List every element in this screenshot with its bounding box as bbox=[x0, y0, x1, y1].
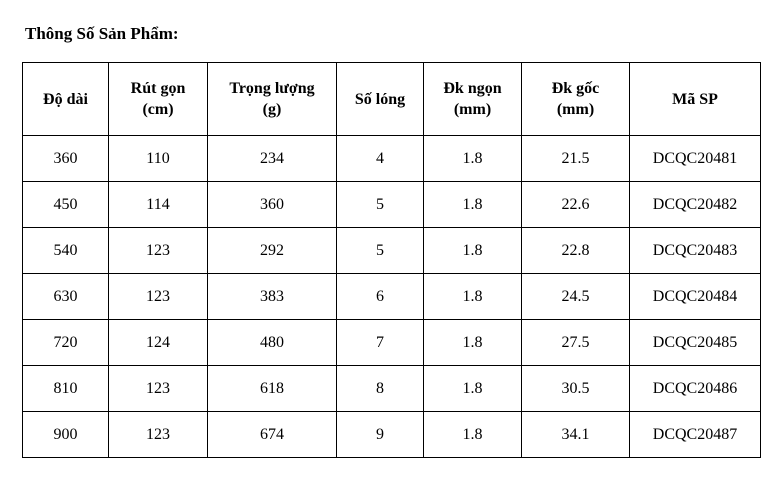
cell-collapsed-length: 110 bbox=[108, 135, 208, 182]
cell-collapsed-length: 123 bbox=[108, 227, 208, 274]
cell-length: 720 bbox=[22, 319, 109, 366]
cell-base-diameter: 30.5 bbox=[521, 365, 630, 412]
cell-base-diameter: 34.1 bbox=[521, 411, 630, 458]
cell-product-code: DCQC20485 bbox=[629, 319, 761, 366]
cell-product-code: DCQC20486 bbox=[629, 365, 761, 412]
table-row: 720 124 480 7 1.8 27.5 DCQC20485 bbox=[22, 319, 761, 366]
cell-base-diameter: 24.5 bbox=[521, 273, 630, 320]
cell-tip-diameter: 1.8 bbox=[423, 273, 522, 320]
cell-length: 540 bbox=[22, 227, 109, 274]
cell-product-code: DCQC20484 bbox=[629, 273, 761, 320]
cell-collapsed-length: 124 bbox=[108, 319, 208, 366]
cell-weight: 360 bbox=[207, 181, 337, 228]
cell-collapsed-length: 123 bbox=[108, 365, 208, 412]
header-product-code: Mã SP bbox=[629, 62, 761, 136]
cell-product-code: DCQC20483 bbox=[629, 227, 761, 274]
cell-collapsed-length: 123 bbox=[108, 411, 208, 458]
cell-sections: 7 bbox=[336, 319, 424, 366]
cell-length: 450 bbox=[22, 181, 109, 228]
header-weight: Trọng lượng (g) bbox=[207, 62, 337, 136]
header-collapsed-length: Rút gọn (cm) bbox=[108, 62, 208, 136]
cell-sections: 4 bbox=[336, 135, 424, 182]
table-row: 810 123 618 8 1.8 30.5 DCQC20486 bbox=[22, 365, 761, 412]
header-tip-diameter: Đk ngọn (mm) bbox=[423, 62, 522, 136]
cell-tip-diameter: 1.8 bbox=[423, 319, 522, 366]
header-length: Độ dài bbox=[22, 62, 109, 136]
cell-sections: 9 bbox=[336, 411, 424, 458]
cell-weight: 292 bbox=[207, 227, 337, 274]
cell-length: 360 bbox=[22, 135, 109, 182]
cell-length: 810 bbox=[22, 365, 109, 412]
table-row: 360 110 234 4 1.8 21.5 DCQC20481 bbox=[22, 135, 761, 182]
cell-tip-diameter: 1.8 bbox=[423, 411, 522, 458]
cell-tip-diameter: 1.8 bbox=[423, 227, 522, 274]
table-row: 630 123 383 6 1.8 24.5 DCQC20484 bbox=[22, 273, 761, 320]
cell-tip-diameter: 1.8 bbox=[423, 365, 522, 412]
cell-sections: 5 bbox=[336, 227, 424, 274]
cell-collapsed-length: 123 bbox=[108, 273, 208, 320]
table-row: 450 114 360 5 1.8 22.6 DCQC20482 bbox=[22, 181, 761, 228]
cell-product-code: DCQC20487 bbox=[629, 411, 761, 458]
cell-tip-diameter: 1.8 bbox=[423, 135, 522, 182]
cell-base-diameter: 27.5 bbox=[521, 319, 630, 366]
cell-base-diameter: 22.8 bbox=[521, 227, 630, 274]
cell-length: 630 bbox=[22, 273, 109, 320]
cell-base-diameter: 21.5 bbox=[521, 135, 630, 182]
table-row: 540 123 292 5 1.8 22.8 DCQC20483 bbox=[22, 227, 761, 274]
cell-length: 900 bbox=[22, 411, 109, 458]
cell-sections: 8 bbox=[336, 365, 424, 412]
table-header-row: Độ dài Rút gọn (cm) Trọng lượng (g) Số lón… bbox=[22, 62, 761, 136]
cell-sections: 5 bbox=[336, 181, 424, 228]
cell-product-code: DCQC20481 bbox=[629, 135, 761, 182]
header-base-diameter: Đk gốc (mm) bbox=[521, 62, 630, 136]
cell-weight: 674 bbox=[207, 411, 337, 458]
cell-weight: 618 bbox=[207, 365, 337, 412]
cell-base-diameter: 22.6 bbox=[521, 181, 630, 228]
spec-table: Độ dài Rút gọn (cm) Trọng lượng (g) Số lón… bbox=[22, 62, 761, 458]
cell-tip-diameter: 1.8 bbox=[423, 181, 522, 228]
cell-sections: 6 bbox=[336, 273, 424, 320]
cell-weight: 234 bbox=[207, 135, 337, 182]
table-row: 900 123 674 9 1.8 34.1 DCQC20487 bbox=[22, 411, 761, 458]
header-sections: Số lóng bbox=[336, 62, 424, 136]
cell-weight: 480 bbox=[207, 319, 337, 366]
cell-weight: 383 bbox=[207, 273, 337, 320]
page-title: Thông Số Sản Phẩm: bbox=[25, 24, 179, 43]
cell-collapsed-length: 114 bbox=[108, 181, 208, 228]
cell-product-code: DCQC20482 bbox=[629, 181, 761, 228]
